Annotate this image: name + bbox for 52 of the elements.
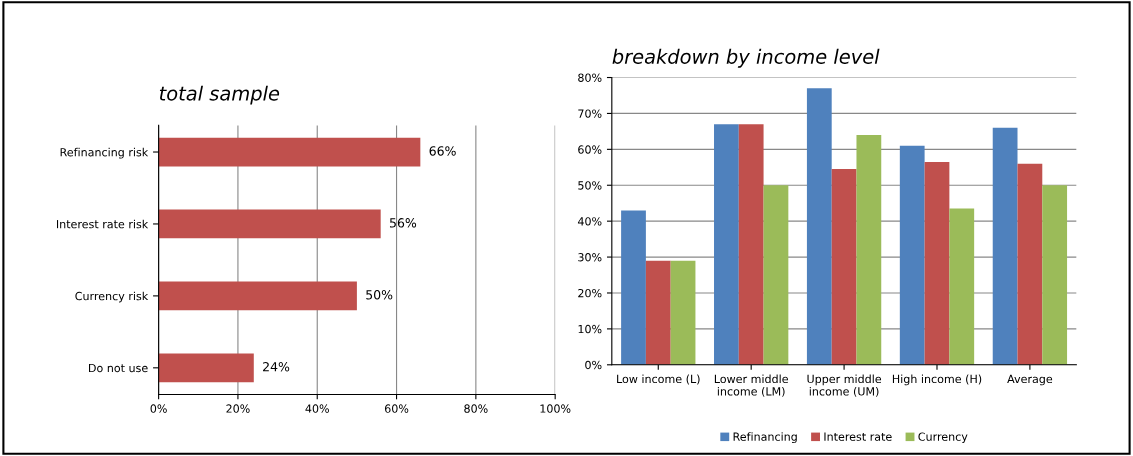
- data-label: 66%: [429, 146, 456, 156]
- x-tick-label: Lower middle income (LM): [714, 374, 788, 397]
- x-tick-label: Upper middle income (UM): [807, 374, 882, 397]
- bar: [621, 210, 646, 365]
- x-tick-label: 100%: [540, 404, 571, 413]
- legend-label: Refinancing: [733, 432, 797, 444]
- bar: [158, 353, 254, 383]
- x-tick-label: High income (H): [892, 374, 982, 386]
- y-tick-label: Refinancing risk: [60, 147, 149, 159]
- chart-title: total sample: [159, 85, 280, 105]
- data-label: 50%: [366, 290, 393, 300]
- x-tick-label: 80%: [464, 404, 488, 413]
- bar: [806, 88, 832, 365]
- y-tick-label: Currency risk: [75, 291, 149, 303]
- bar: [899, 145, 925, 365]
- y-tick-label: 80%: [578, 73, 602, 82]
- bar: [158, 209, 381, 239]
- bar: [670, 260, 696, 365]
- x-tick-label: Low income (L): [617, 374, 700, 385]
- bar: [714, 124, 739, 365]
- bar: [158, 137, 421, 167]
- y-tick-label: 60%: [578, 145, 602, 154]
- y-tick-label: 40%: [577, 217, 602, 226]
- y-tick-label: 30%: [578, 253, 602, 262]
- legend-label: Interest rate: [824, 432, 892, 441]
- bar: [763, 185, 789, 365]
- bar: [738, 124, 764, 365]
- y-tick-label: 20%: [578, 288, 602, 298]
- data-label: 56%: [389, 218, 417, 228]
- bar: [924, 161, 950, 365]
- x-tick-label: 20%: [226, 404, 250, 413]
- x-tick-label: Average: [1007, 374, 1053, 386]
- x-tick-label: 40%: [305, 404, 329, 413]
- bar: [645, 260, 671, 365]
- x-tick-label: 0%: [150, 404, 167, 413]
- bar: [1042, 185, 1068, 365]
- y-tick-label: 10%: [578, 324, 602, 334]
- y-tick-label: 70%: [578, 109, 602, 118]
- bar: [158, 281, 357, 311]
- bar: [949, 208, 975, 365]
- bar: [1017, 163, 1043, 365]
- bar: [831, 169, 857, 365]
- y-tick-label: 0%: [585, 360, 602, 370]
- y-tick-label: 50%: [578, 181, 602, 190]
- y-tick-label: Do not use: [89, 363, 148, 373]
- legend-label: Currency: [918, 432, 968, 444]
- y-tick-label: Interest rate risk: [56, 219, 149, 229]
- bar: [856, 134, 882, 365]
- chart-title: breakdown by income level: [612, 48, 880, 68]
- data-label: 24%: [263, 362, 290, 372]
- bar: [992, 127, 1018, 365]
- x-tick-label: 60%: [384, 404, 409, 413]
